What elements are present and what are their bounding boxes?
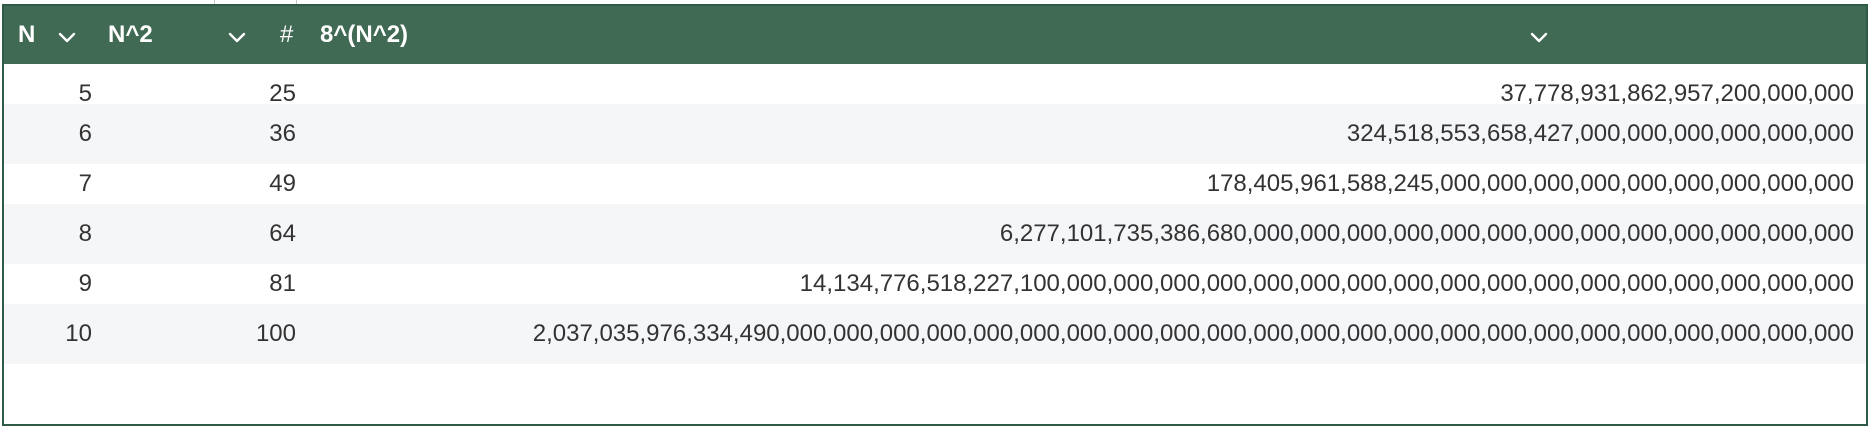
hash-icon: # — [280, 21, 294, 48]
cell-n[interactable]: 6 — [78, 120, 92, 147]
chevron-down-icon[interactable] — [1528, 26, 1550, 48]
chevron-down-icon[interactable] — [226, 26, 248, 48]
cell-n-squared[interactable]: 36 — [269, 120, 296, 147]
cell-n[interactable]: 7 — [78, 170, 92, 197]
cell-n[interactable]: 5 — [78, 80, 92, 107]
table-row[interactable]: 7 49 178,405,961,588,245,000,000,000,000… — [4, 154, 1866, 214]
data-table: N N^2 # 8^(N^2) 5 25 37,778,931,862,957,… — [2, 4, 1868, 426]
table-row[interactable]: 9 81 14,134,776,518,227,100,000,000,000,… — [4, 254, 1866, 314]
cell-power-value[interactable]: 178,405,961,588,245,000,000,000,000,000,… — [1206, 170, 1854, 197]
cell-power-value[interactable]: 14,134,776,518,227,100,000,000,000,000,0… — [799, 270, 1854, 297]
column-header-power[interactable]: 8^(N^2) — [320, 6, 408, 64]
cell-n[interactable]: 8 — [78, 220, 92, 247]
table-row[interactable]: 6 36 324,518,553,658,427,000,000,000,000… — [4, 104, 1866, 164]
cell-n[interactable]: 9 — [78, 270, 92, 297]
top-strip — [0, 0, 1872, 6]
tab-divider — [214, 0, 215, 6]
cell-n[interactable]: 10 — [65, 320, 92, 347]
cell-power-value[interactable]: 324,518,553,658,427,000,000,000,000,000,… — [1346, 120, 1854, 147]
cell-n-squared[interactable]: 100 — [255, 320, 296, 347]
cell-power-value[interactable]: 2,037,035,976,334,490,000,000,000,000,00… — [532, 320, 1854, 347]
cell-n-squared[interactable]: 25 — [269, 80, 296, 107]
number-type-icon: # — [280, 6, 293, 64]
column-header-label: N^2 — [108, 21, 153, 48]
cell-power-value[interactable]: 37,778,931,862,957,200,000,000 — [1500, 80, 1854, 107]
table-row[interactable]: 5 25 37,778,931,862,957,200,000,000 — [4, 64, 1866, 124]
table-row[interactable]: 10 100 2,037,035,976,334,490,000,000,000… — [4, 304, 1866, 364]
table-header: N N^2 # 8^(N^2) — [4, 6, 1866, 64]
chevron-down-icon[interactable] — [56, 26, 78, 48]
column-header-n[interactable]: N — [18, 6, 35, 64]
cell-n-squared[interactable]: 64 — [269, 220, 296, 247]
cell-n-squared[interactable]: 49 — [269, 170, 296, 197]
tab-divider — [296, 0, 297, 6]
column-header-label: N — [18, 21, 36, 48]
cell-power-value[interactable]: 6,277,101,735,386,680,000,000,000,000,00… — [999, 220, 1854, 247]
cell-n-squared[interactable]: 81 — [269, 270, 296, 297]
table-row[interactable]: 8 64 6,277,101,735,386,680,000,000,000,0… — [4, 204, 1866, 264]
column-header-label: 8^(N^2) — [320, 21, 409, 48]
column-header-n-squared[interactable]: N^2 — [108, 6, 153, 64]
